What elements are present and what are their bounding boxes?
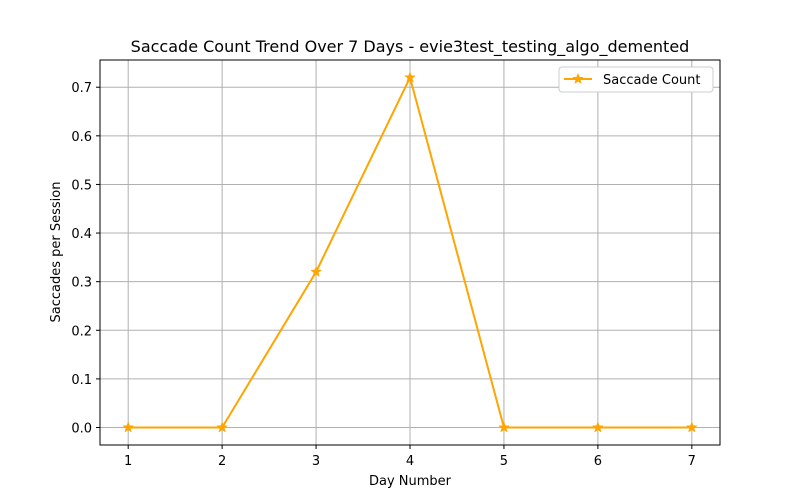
data-point-star	[685, 421, 698, 433]
data-point-star	[310, 265, 322, 277]
y-tick-label: 0.1	[71, 373, 92, 388]
x-tick-label: 3	[312, 454, 320, 469]
x-tick-label: 5	[500, 454, 508, 469]
x-axis-ticks: 1 2 3 4 5 6 7	[124, 445, 696, 469]
series-group	[122, 71, 698, 433]
legend: Saccade Count	[558, 66, 714, 93]
y-tick-label: 0.4	[71, 227, 92, 242]
y-axis-label: Saccades per Session	[49, 182, 64, 323]
x-tick-label: 6	[594, 454, 602, 469]
data-point-star	[404, 71, 416, 83]
y-tick-label: 0.3	[71, 276, 92, 291]
y-axis-ticks: 0.0 0.1 0.2 0.3 0.4 0.5 0.6 0.7	[71, 81, 100, 437]
legend-star-marker	[572, 72, 584, 85]
y-tick-label: 0.6	[71, 130, 92, 145]
legend-box	[558, 66, 714, 93]
grid-lines	[100, 60, 720, 445]
x-tick-label: 1	[124, 454, 132, 469]
y-tick-label: 0.5	[71, 178, 92, 193]
x-axis-label: Day Number	[369, 474, 452, 489]
x-tick-label: 2	[218, 454, 226, 469]
data-point-star	[216, 421, 229, 433]
legend-label: Saccade Count	[603, 73, 700, 88]
y-tick-label: 0.0	[71, 422, 92, 437]
y-tick-label: 0.7	[71, 81, 92, 96]
data-point-star	[122, 421, 135, 433]
y-tick-label: 0.2	[71, 324, 92, 339]
x-tick-label: 4	[406, 454, 414, 469]
data-point-star	[498, 421, 510, 433]
chart-title: Saccade Count Trend Over 7 Days - evie3t…	[131, 37, 690, 57]
x-tick-label: 7	[688, 454, 696, 469]
data-point-star	[591, 421, 604, 433]
